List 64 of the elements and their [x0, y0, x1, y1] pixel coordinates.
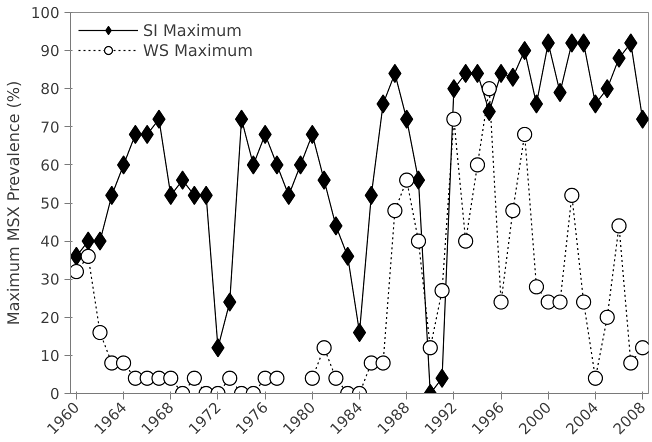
y-tick-label: 70: [40, 118, 60, 136]
y-tick-label: 100: [30, 4, 60, 22]
point: [304, 370, 320, 386]
point: [163, 370, 178, 386]
legend-label: WS Maximum: [143, 40, 253, 60]
point: [412, 170, 426, 190]
point: [612, 48, 626, 68]
point: [329, 216, 343, 236]
point: [494, 64, 508, 84]
y-tick-label: 20: [40, 308, 60, 327]
point: [328, 370, 344, 386]
point: [435, 368, 449, 388]
y-tick-label: 60: [40, 156, 60, 174]
point: [399, 172, 414, 188]
point: [422, 340, 438, 356]
point: [222, 370, 238, 386]
point: [505, 203, 520, 218]
legend-label: SI Maximum: [143, 20, 242, 40]
point: [446, 112, 462, 127]
point: [269, 370, 285, 386]
point: [611, 218, 627, 234]
point: [375, 355, 391, 371]
y-tick-label: 0: [50, 385, 60, 403]
y-tick-label: 50: [40, 194, 60, 212]
point: [623, 355, 638, 371]
point: [576, 294, 592, 310]
point: [517, 126, 532, 142]
point: [270, 155, 284, 174]
point: [152, 110, 166, 129]
y-tick-label: 30: [40, 270, 60, 289]
point: [470, 64, 484, 84]
point: [186, 370, 202, 386]
point: [493, 294, 509, 310]
point: [588, 94, 602, 114]
point: [211, 338, 225, 358]
y-tick-label: 80: [40, 80, 60, 98]
y-tick-label: 10: [40, 346, 60, 365]
point: [553, 82, 567, 102]
point: [116, 355, 132, 371]
point: [234, 110, 248, 129]
point: [352, 322, 366, 342]
point: [482, 81, 497, 96]
point: [294, 155, 308, 174]
y-tick-label: 90: [40, 42, 60, 60]
point: [176, 170, 190, 190]
point: [458, 234, 474, 249]
point: [434, 283, 450, 298]
point: [80, 248, 96, 264]
point: [92, 324, 108, 340]
point: [116, 155, 130, 174]
point: [376, 94, 390, 114]
point: [470, 157, 486, 172]
point: [316, 340, 332, 356]
y-tick-label: 40: [40, 232, 60, 251]
point: [528, 279, 544, 294]
y-axis-title: Maximum MSX Prevalence (%): [4, 80, 23, 326]
point: [600, 310, 615, 325]
point: [93, 232, 107, 251]
point: [530, 94, 544, 114]
point: [410, 234, 426, 249]
point: [564, 188, 580, 203]
point: [552, 294, 568, 310]
point: [588, 370, 604, 386]
point: [387, 203, 402, 218]
